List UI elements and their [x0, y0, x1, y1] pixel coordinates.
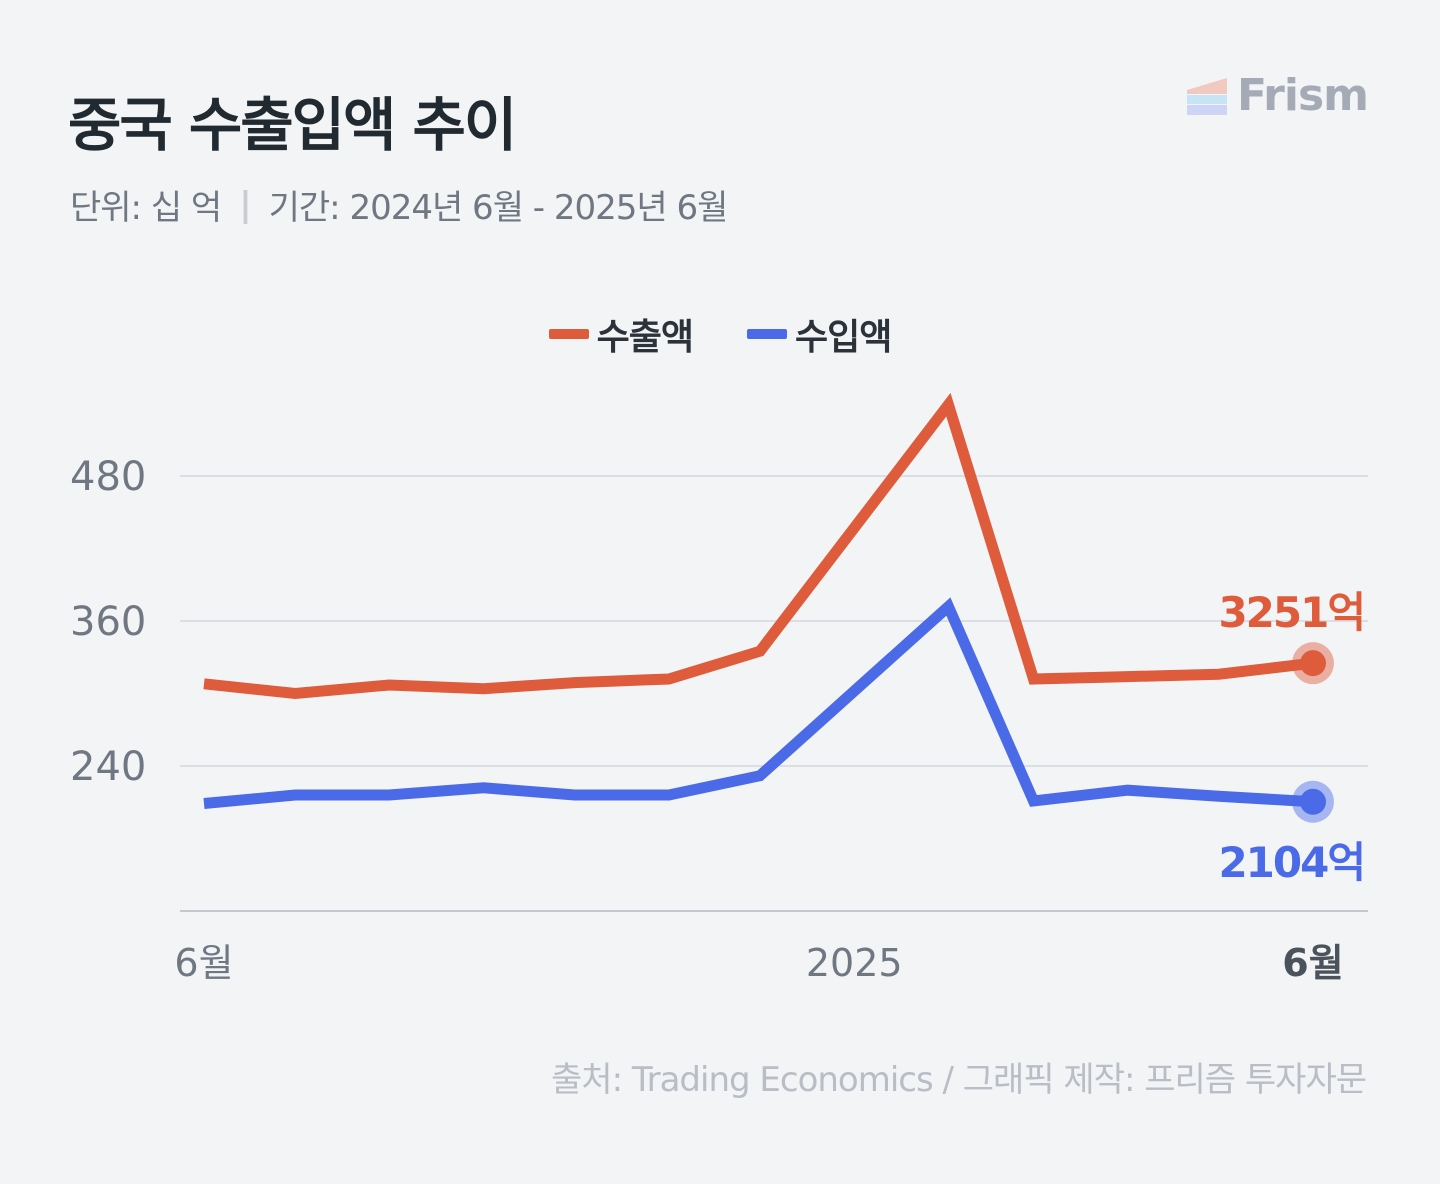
unit-label: 단위: 십 억 — [70, 188, 222, 228]
x-tick-label: 6월 — [1282, 941, 1343, 985]
subtitle-separator: | — [239, 184, 251, 225]
y-tick-label: 480 — [70, 454, 146, 500]
series-line-import — [203, 597, 1314, 809]
legend-item-export: 수출액 — [548, 308, 694, 360]
page-title: 중국 수출입액 추이 — [68, 91, 517, 159]
chart-legend: 수출액 수입액 — [0, 308, 1440, 360]
end-value-label: 3251억 — [1218, 588, 1364, 637]
legend-swatch-import — [747, 329, 787, 339]
frism-logo-icon — [1186, 77, 1227, 115]
end-value-label: 2104억 — [1218, 838, 1364, 887]
source-note: 출처: Trading Economics / 그래픽 제작: 프리즘 투자자문 — [551, 1060, 1367, 1100]
y-tick-label: 360 — [70, 599, 146, 645]
x-tick-label: 6월 — [174, 941, 233, 985]
brand-name: Frism — [1236, 70, 1369, 121]
brand-logo: Frism — [1186, 70, 1369, 121]
period-label: 기간: 2024년 6월 - 2025년 6월 — [268, 188, 729, 228]
series-line-export — [203, 392, 1314, 700]
end-marker-dot — [1300, 788, 1326, 815]
end-marker-dot — [1300, 650, 1326, 677]
legend-label-export: 수출액 — [596, 317, 694, 358]
legend-item-import: 수입액 — [747, 308, 892, 360]
legend-label-import: 수입액 — [795, 317, 892, 358]
x-tick-label: 2025 — [806, 941, 903, 985]
y-tick-label: 240 — [70, 744, 146, 790]
legend-swatch-export — [548, 329, 589, 339]
subtitle: 단위: 십 억 | 기간: 2024년 6월 - 2025년 6월 — [70, 180, 729, 229]
